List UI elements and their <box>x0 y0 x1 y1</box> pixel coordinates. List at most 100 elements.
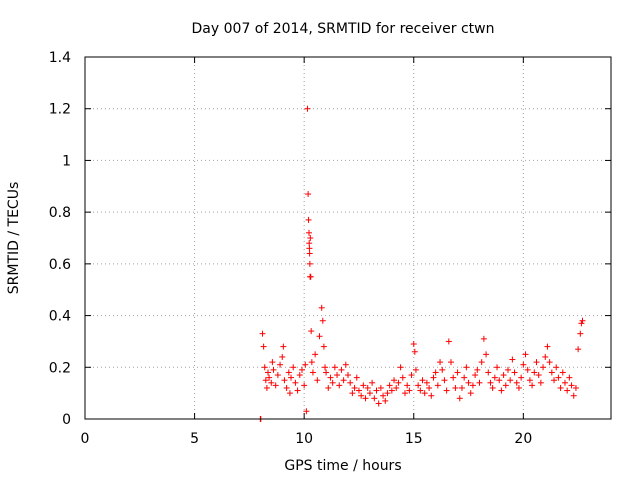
data-point <box>513 379 520 386</box>
y-tick-label: 0.6 <box>49 257 71 273</box>
data-point <box>548 369 555 376</box>
data-point <box>306 260 313 267</box>
x-tick-label: 10 <box>295 431 313 447</box>
data-point <box>524 366 531 373</box>
data-point <box>496 377 503 384</box>
data-point <box>325 384 332 391</box>
data-point <box>572 384 579 391</box>
data-point <box>397 364 404 371</box>
data-point <box>353 374 360 381</box>
data-point <box>430 374 437 381</box>
data-point <box>274 372 281 379</box>
data-point <box>373 387 380 394</box>
data-point <box>382 397 389 404</box>
data-point <box>305 191 312 198</box>
data-point <box>406 387 413 394</box>
data-point <box>577 330 584 337</box>
data-point <box>393 384 400 391</box>
data-point <box>306 240 313 247</box>
data-point <box>412 366 419 373</box>
data-point <box>366 390 373 397</box>
data-point <box>283 384 290 391</box>
data-points <box>257 105 586 422</box>
data-point <box>327 374 334 381</box>
data-point <box>263 384 270 391</box>
data-point <box>281 377 288 384</box>
data-point <box>362 395 369 402</box>
data-point <box>347 379 354 386</box>
data-point <box>553 364 560 371</box>
data-point <box>364 384 371 391</box>
x-tick-label: 5 <box>190 431 199 447</box>
y-tick-labels: 0 0.2 0.4 0.6 0.8 1 1.2 1.4 <box>49 50 71 428</box>
data-point <box>452 384 459 391</box>
y-tick-label: 0.4 <box>49 309 71 325</box>
data-point <box>504 366 511 373</box>
data-point <box>308 328 315 335</box>
data-point <box>437 359 444 366</box>
data-point <box>268 379 275 386</box>
data-point <box>469 382 476 389</box>
data-point <box>566 374 573 381</box>
data-point <box>410 341 417 348</box>
data-point <box>259 330 266 337</box>
data-point <box>454 369 461 376</box>
data-point <box>458 384 465 391</box>
data-point <box>399 374 406 381</box>
y-tick-label: 0.2 <box>49 360 71 376</box>
data-point <box>564 387 571 394</box>
data-point <box>529 382 536 389</box>
data-point <box>395 379 402 386</box>
data-point <box>408 372 415 379</box>
data-point <box>417 387 424 394</box>
data-point <box>559 369 566 376</box>
data-point <box>450 374 457 381</box>
data-point <box>443 387 450 394</box>
data-point <box>561 379 568 386</box>
data-point <box>578 320 585 327</box>
data-point <box>316 333 323 340</box>
y-tick-label: 1.4 <box>49 50 71 66</box>
data-point <box>301 382 308 389</box>
data-point <box>531 369 538 376</box>
data-point <box>321 364 328 371</box>
data-point <box>483 351 490 358</box>
y-tick-label: 0 <box>62 412 71 428</box>
data-point <box>294 387 301 394</box>
data-point <box>323 369 330 376</box>
data-point <box>334 372 341 379</box>
data-point <box>349 390 356 397</box>
data-point <box>288 374 295 381</box>
data-point <box>463 364 470 371</box>
x-tick-label: 15 <box>405 431 423 447</box>
x-tick-labels: 0 5 10 15 20 <box>81 431 533 447</box>
data-point <box>331 364 338 371</box>
data-point <box>535 372 542 379</box>
data-point <box>526 377 533 384</box>
data-point <box>355 387 362 394</box>
data-point <box>296 372 303 379</box>
data-point <box>474 366 481 373</box>
data-point <box>428 392 435 399</box>
data-point <box>351 384 358 391</box>
data-point <box>391 377 398 384</box>
data-point <box>467 390 474 397</box>
data-point <box>568 382 575 389</box>
data-point <box>404 382 411 389</box>
y-tick-label: 1 <box>62 153 71 169</box>
data-point <box>551 377 558 384</box>
y-axis-label: SRMTID / TECUs <box>6 182 22 295</box>
chart-title: Day 007 of 2014, SRMTID for receiver ctw… <box>192 21 495 37</box>
data-point <box>304 105 311 112</box>
x-tick-label: 0 <box>81 431 90 447</box>
data-point <box>511 369 518 376</box>
y-tick-label: 1.2 <box>49 102 71 118</box>
data-point <box>423 379 430 386</box>
data-point <box>542 353 549 360</box>
data-point <box>358 392 365 399</box>
data-point <box>401 390 408 397</box>
data-point <box>345 372 351 379</box>
data-point <box>421 390 428 397</box>
data-point <box>306 250 313 257</box>
